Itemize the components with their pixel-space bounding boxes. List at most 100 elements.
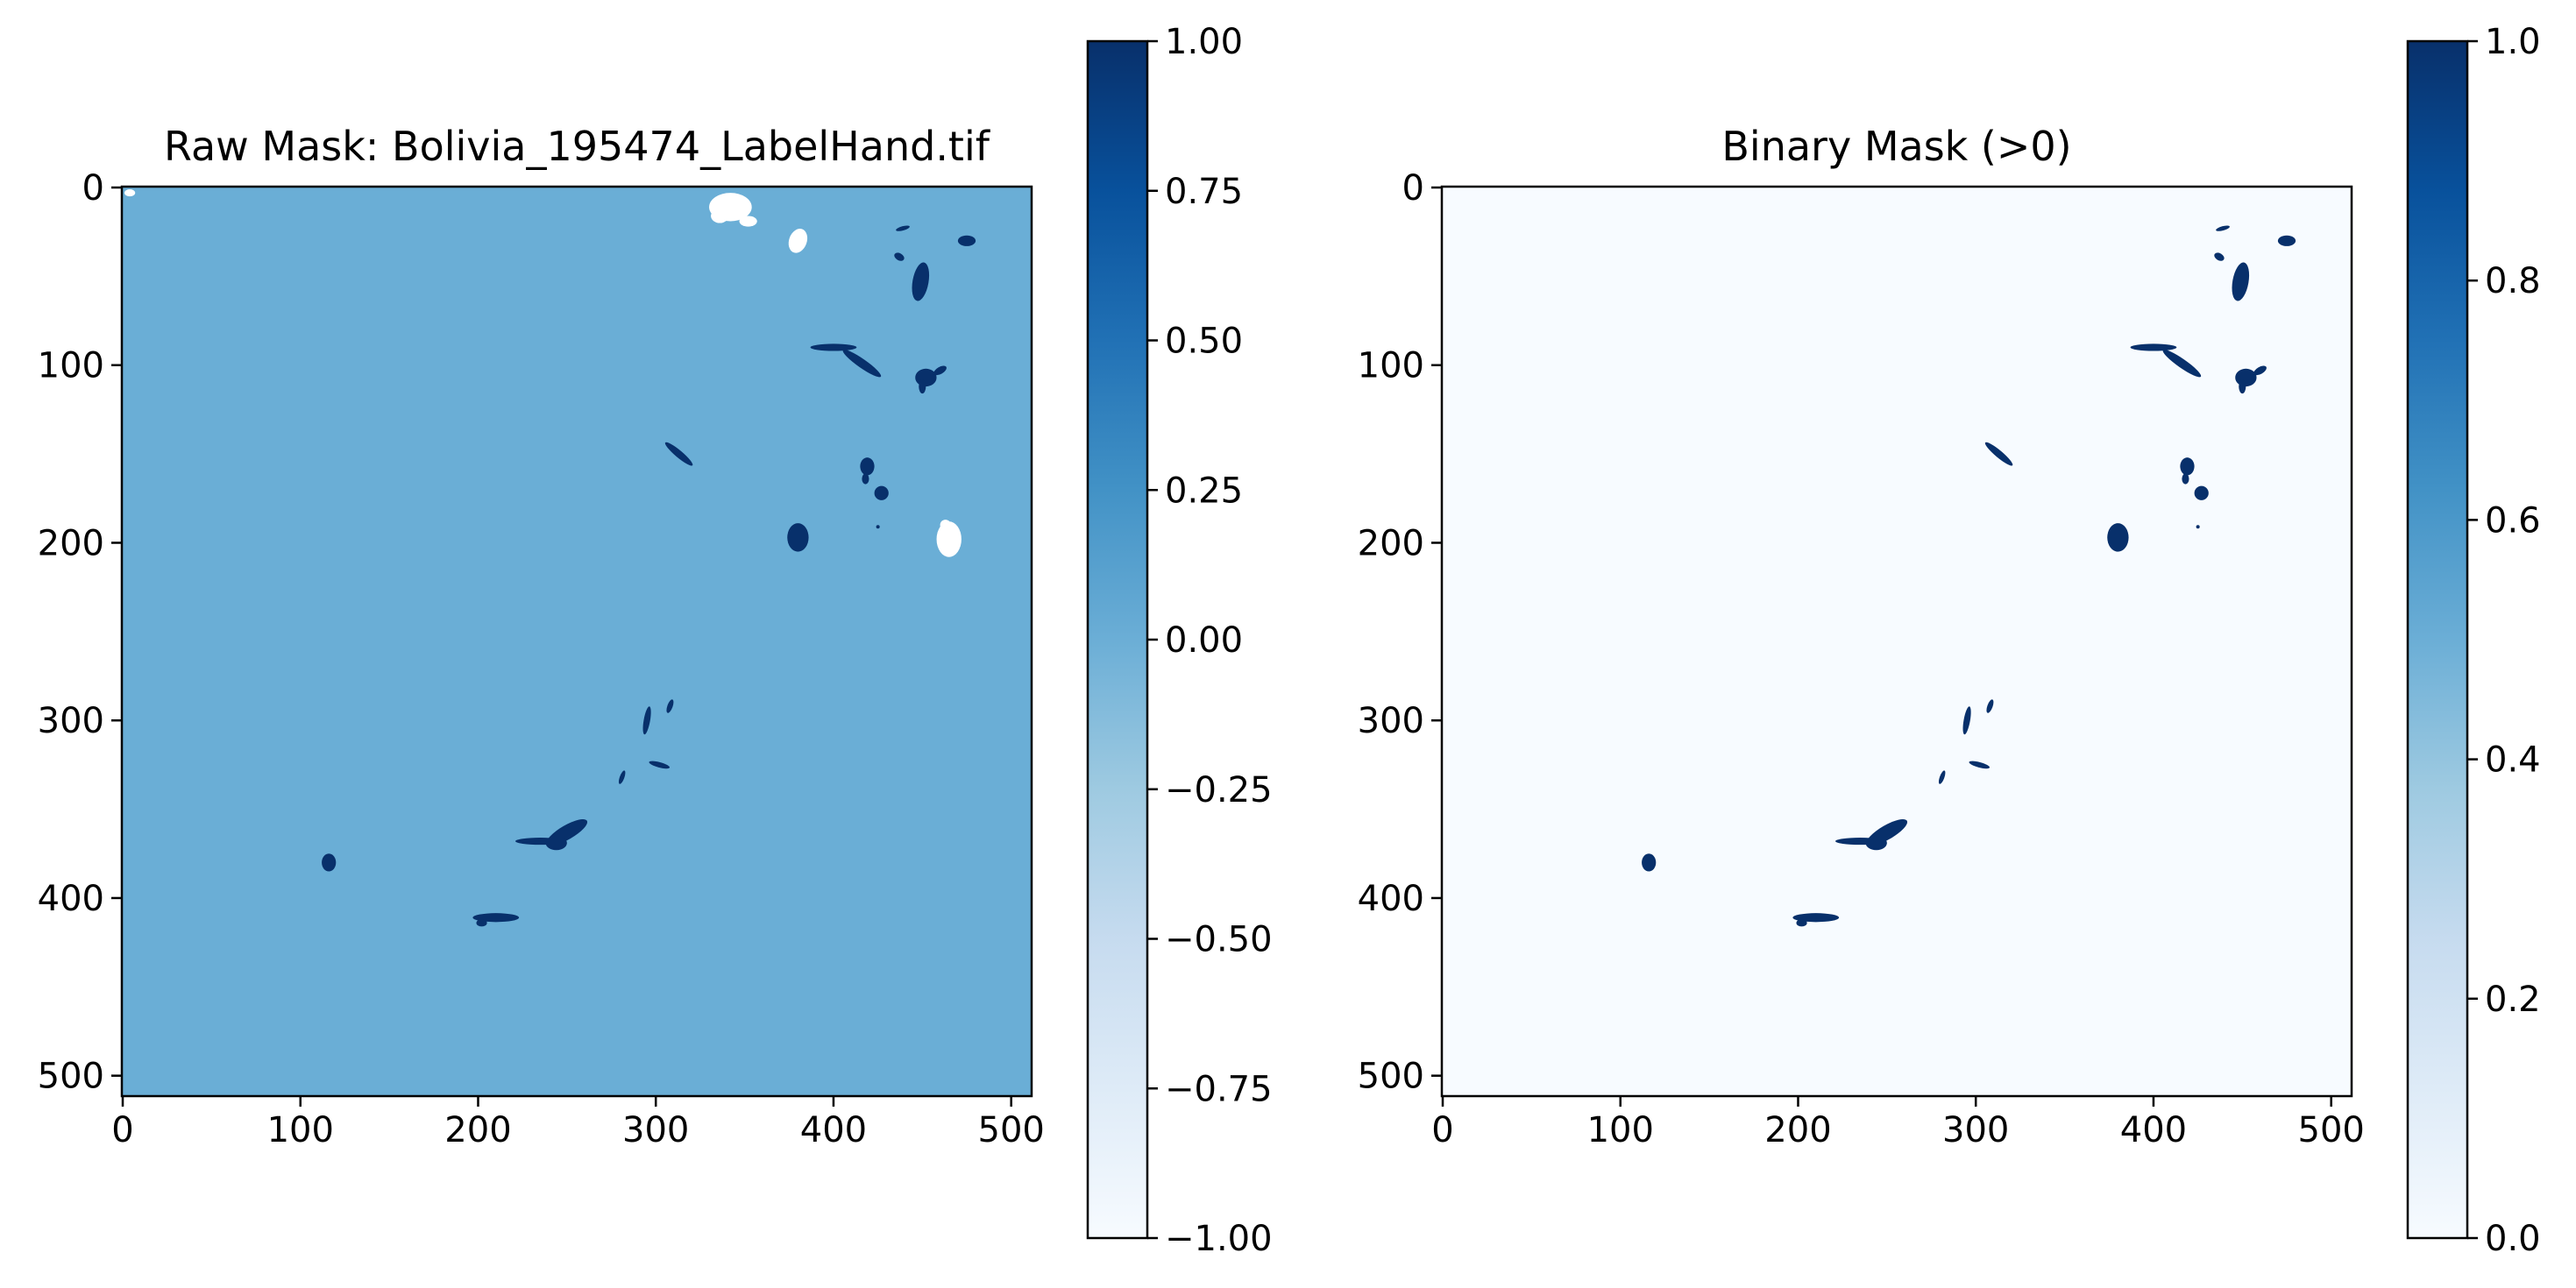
binary-mask-ytick-label: 400 <box>1358 879 1424 919</box>
binary-mask-regions <box>1642 225 2296 927</box>
binary-mask-xtick-label: 500 <box>2298 1110 2365 1150</box>
binary-mask-water-region <box>1986 699 1994 713</box>
raw-mask-water-region <box>642 706 651 735</box>
raw-mask-water-region <box>862 473 869 485</box>
raw-mask-xtick-label: 400 <box>800 1110 867 1150</box>
binary-mask-colorbar-tick-label: 0.6 <box>2485 500 2541 541</box>
binary-mask-ytick-label: 0 <box>1402 168 1424 209</box>
binary-mask-background <box>1442 187 2352 1096</box>
raw-mask-nodata-region <box>711 209 729 223</box>
binary-mask-water-region <box>2130 343 2177 351</box>
raw-mask-water-region <box>322 853 337 872</box>
binary-mask-water-region <box>1962 706 1971 735</box>
raw-mask-water-region <box>545 835 567 851</box>
raw-mask-colorbar-tick-label: 1.00 <box>1165 22 1243 62</box>
raw-mask-colorbar-tick-label: 0.50 <box>1165 322 1243 362</box>
binary-mask-title: Binary Mask (>0) <box>1721 123 2071 170</box>
binary-mask-ytick-label: 100 <box>1358 346 1424 386</box>
binary-mask-water-region <box>1938 770 1946 784</box>
raw-mask-nodata-region <box>739 216 757 227</box>
raw-mask-water-region <box>876 525 880 529</box>
binary-mask-water-region <box>1796 919 1807 927</box>
raw-mask-water-region <box>896 225 910 231</box>
raw-mask-nodata-region <box>940 520 951 531</box>
raw-mask-ytick-label: 100 <box>38 346 104 386</box>
raw-mask-colorbar-tick-label: −1.00 <box>1165 1219 1273 1259</box>
binary-mask-water-region <box>2232 262 2250 301</box>
raw-mask-nodata-region <box>936 521 962 557</box>
binary-mask-water-region <box>1984 442 2013 466</box>
binary-mask-xtick-label: 200 <box>1764 1110 1831 1150</box>
raw-mask-nodata-region <box>124 189 136 197</box>
raw-mask-colorbar-ticks: −1.00 −0.75 −0.50 −0.25 0.00 0.25 0.50 0.75 1.00 <box>1147 22 1273 1259</box>
raw-mask-water-region <box>476 919 487 927</box>
raw-mask-water-region <box>915 368 937 387</box>
binary-mask-colorbar-ticks: 0.0 0.2 0.4 0.6 0.8 1.0 <box>2467 22 2541 1259</box>
raw-mask-colorbar-gradient <box>1088 41 1147 1238</box>
raw-mask-xtick-label: 300 <box>622 1110 689 1150</box>
binary-mask-frame <box>1440 185 2353 1098</box>
raw-mask-ytick-label: 200 <box>38 523 104 563</box>
raw-mask-nodata-region <box>788 229 808 253</box>
binary-mask-colorbar-tick-label: 0.2 <box>2485 980 2541 1020</box>
binary-mask-water-region <box>2182 473 2189 485</box>
binary-mask-xtick-label: 400 <box>2120 1110 2187 1150</box>
binary-mask-water-region <box>2214 252 2225 261</box>
raw-mask-colorbar-tick-label: 0.75 <box>1165 172 1243 212</box>
raw-mask-xtick-label: 100 <box>267 1110 334 1150</box>
binary-mask-ytick-label: 200 <box>1358 523 1424 563</box>
raw-mask-frame <box>120 185 1033 1098</box>
raw-mask-xtick-label: 0 <box>111 1110 133 1150</box>
raw-mask-water-region <box>912 262 930 301</box>
raw-mask-colorbar: −1.00 −0.75 −0.50 −0.25 0.00 0.25 0.50 0.75 1.00 <box>1086 22 1273 1259</box>
binary-mask-xtick-label: 100 <box>1587 1110 1654 1150</box>
binary-mask-colorbar-tick-label: 0.4 <box>2485 740 2541 781</box>
panel-raw-mask: Raw Mask: Bolivia_195474_LabelHand.tif 0… <box>38 22 1273 1259</box>
binary-mask-water-region <box>2253 365 2267 376</box>
binary-mask-water-region <box>2162 350 2202 378</box>
binary-mask-water-region <box>2180 457 2195 476</box>
raw-mask-ytick-label: 0 <box>82 168 104 209</box>
binary-mask-water-region <box>2196 525 2200 529</box>
binary-mask-water-region <box>2194 485 2209 500</box>
binary-mask-colorbar-gradient <box>2408 41 2467 1238</box>
raw-mask-water-region <box>957 235 976 246</box>
binary-mask-colorbar-tick-label: 0.0 <box>2485 1219 2541 1259</box>
raw-mask-water-region <box>649 761 671 769</box>
raw-mask-water-region <box>919 379 926 394</box>
binary-mask-water-region <box>1969 761 1991 769</box>
raw-mask-colorbar-tick-label: −0.25 <box>1165 770 1273 810</box>
raw-mask-colorbar-tick-label: −0.75 <box>1165 1069 1273 1109</box>
binary-mask-xtick-label: 300 <box>1942 1110 2009 1150</box>
raw-mask-xtick-label: 500 <box>978 1110 1045 1150</box>
binary-mask-water-region <box>2107 523 2129 552</box>
raw-mask-background <box>122 187 1032 1096</box>
raw-mask-colorbar-tick-label: 0.25 <box>1165 471 1243 511</box>
raw-mask-ytick-label: 500 <box>38 1057 104 1097</box>
binary-mask-colorbar: 0.0 0.2 0.4 0.6 0.8 1.0 <box>2406 22 2541 1259</box>
binary-mask-colorbar-tick-label: 0.8 <box>2485 261 2541 301</box>
raw-mask-water-region <box>933 365 947 376</box>
raw-mask-water-region <box>664 442 693 466</box>
panel-binary-mask: Binary Mask (>0) 0 100 200 300 400 500 0 100 200… <box>1358 22 2541 1259</box>
binary-mask-water-region <box>1865 835 1887 851</box>
raw-mask-water-region <box>894 252 905 261</box>
raw-mask-title: Raw Mask: Bolivia_195474_LabelHand.tif <box>164 123 991 170</box>
binary-mask-water-region <box>2277 235 2296 246</box>
raw-mask-water-region <box>874 485 889 500</box>
raw-mask-ytick-label: 300 <box>38 701 104 741</box>
raw-mask-water-region <box>618 770 626 784</box>
raw-mask-water-region <box>810 343 857 351</box>
binary-mask-ytick-label: 300 <box>1358 701 1424 741</box>
binary-mask-water-region <box>2235 368 2257 387</box>
raw-mask-regions <box>124 189 976 927</box>
raw-mask-xtick-label: 200 <box>444 1110 511 1150</box>
raw-mask-water-region <box>472 913 520 923</box>
raw-mask-water-region <box>860 457 875 476</box>
binary-mask-xtick-label: 0 <box>1431 1110 1453 1150</box>
binary-mask-water-region <box>1792 913 1840 923</box>
raw-mask-water-region <box>787 523 809 552</box>
